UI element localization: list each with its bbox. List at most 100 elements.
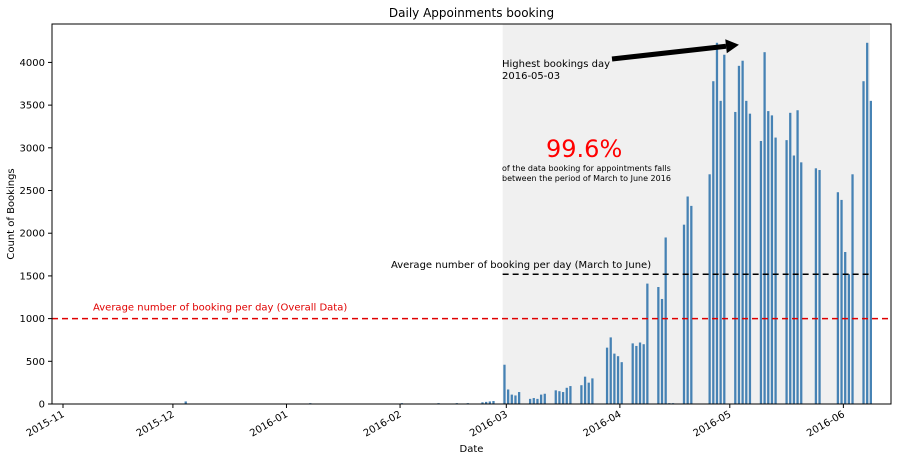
avg-overall-label: Average number of booking per day (Overa… <box>93 303 347 314</box>
y-axis-ticks: 0 500 1000 1500 2000 2500 3000 3500 4000 <box>20 58 52 411</box>
bar <box>847 274 851 404</box>
bar <box>759 140 763 404</box>
bar <box>554 390 557 404</box>
bar <box>741 60 744 404</box>
bar <box>583 376 587 404</box>
bar <box>646 283 649 404</box>
bar <box>488 401 491 404</box>
bar <box>851 174 854 404</box>
y-axis-label: Count of Bookings <box>6 168 17 259</box>
bar <box>763 52 766 404</box>
bar <box>785 140 788 404</box>
bar <box>587 382 590 404</box>
bar <box>528 398 532 404</box>
bar <box>737 65 741 404</box>
bar <box>580 385 583 404</box>
bar <box>481 402 484 404</box>
bar <box>503 364 506 404</box>
bar <box>532 398 535 404</box>
bar <box>734 111 737 405</box>
y-tick-label: 500 <box>26 357 45 368</box>
bar <box>789 112 792 404</box>
bar <box>748 113 752 405</box>
bar <box>862 81 865 404</box>
bar <box>517 392 521 404</box>
avg-mar-jun-label: Average number of booking per day (March… <box>391 260 651 271</box>
bar <box>708 174 711 404</box>
bar <box>492 401 495 404</box>
bar <box>605 347 609 404</box>
x-tick-label: 2016-02 <box>362 409 404 439</box>
bar <box>866 42 869 404</box>
bar <box>712 81 715 404</box>
bar <box>507 389 510 404</box>
bar <box>660 298 664 404</box>
bar <box>690 205 693 404</box>
bar <box>510 394 513 404</box>
x-tick-label: 2016-03 <box>468 409 510 439</box>
highest-day-label: Highest bookings day <box>502 59 610 70</box>
bar <box>682 224 686 404</box>
percentage-caption-line-2: between the period of March to June 2016 <box>502 174 671 183</box>
bar <box>715 42 719 404</box>
x-tick-label: 2016-01 <box>248 409 290 439</box>
x-tick-label: 2016-06 <box>805 409 847 439</box>
y-tick-label: 2500 <box>20 186 45 197</box>
bar <box>642 344 645 404</box>
bar <box>770 115 774 404</box>
bar <box>613 353 616 404</box>
bar <box>631 343 634 404</box>
bar <box>536 398 539 404</box>
bar <box>745 100 748 404</box>
bar <box>543 393 546 404</box>
bar <box>591 378 594 404</box>
bar <box>869 100 872 404</box>
percentage-value: 99.6% <box>546 135 622 163</box>
bar <box>561 392 565 404</box>
bar <box>774 137 777 404</box>
y-tick-label: 2000 <box>20 229 45 240</box>
y-tick-label: 3500 <box>20 101 45 112</box>
bar <box>836 192 840 404</box>
bar <box>569 386 572 404</box>
bar <box>792 155 796 404</box>
bar <box>686 196 689 404</box>
bar <box>767 111 770 404</box>
bar <box>818 170 821 404</box>
highest-day-arrow <box>611 43 727 62</box>
bar <box>609 337 612 404</box>
y-tick-label: 0 <box>39 400 45 411</box>
percentage-caption-line-1: of the data booking for appointments fal… <box>502 164 671 173</box>
bar <box>664 237 667 404</box>
bars-group <box>184 42 872 405</box>
bar <box>723 54 726 404</box>
x-tick-label: 2016-05 <box>692 409 734 439</box>
bar <box>638 342 642 404</box>
bar <box>814 168 818 404</box>
bar <box>565 387 568 404</box>
bar <box>616 356 620 404</box>
plot-frame <box>51 23 892 405</box>
y-tick-label: 1500 <box>20 271 45 282</box>
bar <box>657 287 660 404</box>
bar <box>840 199 843 404</box>
y-tick-label: 3000 <box>20 143 45 154</box>
bar <box>184 401 187 404</box>
x-tick-label: 2015-12 <box>135 409 177 439</box>
bar <box>800 162 803 404</box>
x-axis-ticks: 2015-11 2015-12 2016-01 2016-02 2016-03 2016-… <box>25 404 847 439</box>
y-tick-label: 4000 <box>20 58 45 69</box>
x-tick-label: 2016-04 <box>582 409 624 439</box>
bar <box>514 395 517 404</box>
bar <box>844 252 847 404</box>
bar <box>719 100 722 404</box>
highlight-span <box>502 24 871 404</box>
x-axis-label: Date <box>460 444 484 455</box>
bar <box>635 345 638 404</box>
bar <box>485 401 488 404</box>
bar <box>558 391 561 404</box>
bar <box>620 362 623 404</box>
x-tick-label: 2015-11 <box>25 409 67 439</box>
bar <box>796 110 799 404</box>
